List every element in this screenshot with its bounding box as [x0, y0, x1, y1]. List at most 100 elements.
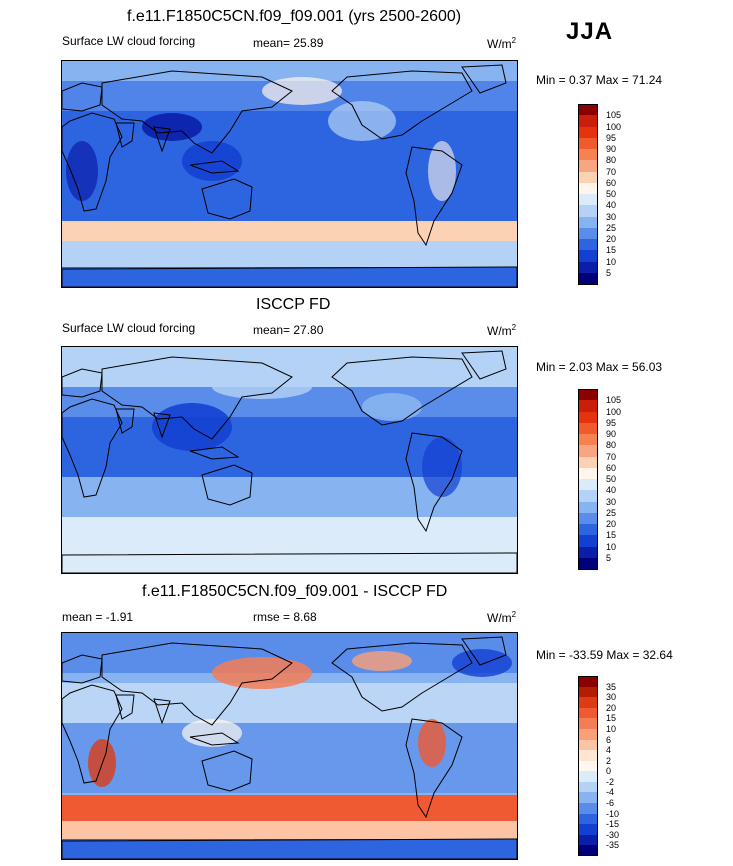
panel3-title: f.e11.F1850C5CN.f09_f09.001 - ISCCP FD: [142, 583, 448, 600]
colorbar-tick-label: 40: [606, 485, 617, 496]
colorbar-swatch: [578, 557, 598, 570]
colorbar-swatch: [578, 824, 598, 836]
colorbar-swatch: [578, 803, 598, 815]
colorbar-tick-label: 50: [606, 474, 617, 484]
colorbar-tick-label: 25: [606, 222, 617, 233]
colorbar-swatch: [578, 239, 598, 251]
colorbar-swatch: [578, 137, 598, 150]
colorbar-tick-label: 15: [606, 245, 617, 256]
colorbar-tick-label: -6: [606, 798, 615, 809]
colorbar-tick-label: 10: [606, 723, 617, 734]
panel2-units: W/m2: [487, 323, 517, 338]
panel2-mean-label: mean= 27.80: [253, 323, 324, 337]
colorbar-tick-label: 5: [606, 552, 612, 563]
colorbar-swatch: [578, 697, 598, 709]
panel3-colorbar: 35 30 20 15 10 6 4 2 0 -2 -4 -6 -10 -15 -30 -35: [578, 676, 648, 857]
colorbar-tick-label: 40: [606, 200, 617, 211]
colorbar-tick-label: 105: [606, 395, 622, 406]
colorbar-tick-label: -15: [606, 819, 620, 830]
colorbar-tick-label: 30: [606, 211, 617, 222]
panel2-map: [61, 346, 518, 574]
colorbar-tick-label: 70: [606, 451, 617, 462]
colorbar-swatch: [578, 422, 598, 435]
colorbar-swatch: [578, 512, 598, 525]
colorbar-swatch: [578, 216, 598, 229]
panel3-units: W/m2: [487, 610, 517, 625]
colorbar-swatch: [578, 479, 598, 491]
colorbar-tick-label: 80: [606, 440, 617, 451]
colorbar-tick-label: 35: [606, 681, 617, 692]
colorbar-swatch: [578, 400, 598, 412]
colorbar-tick-label: 70: [606, 166, 617, 177]
panel1-variable-label: Surface LW cloud forcing: [62, 34, 196, 48]
colorbar-swatch: [578, 845, 598, 857]
panel1-title: f.e11.F1850C5CN.f09_f09.001 (yrs 2500-26…: [127, 8, 462, 25]
colorbar-swatch: [578, 718, 598, 730]
colorbar-swatch: [578, 739, 598, 751]
colorbar-swatch: [578, 272, 598, 285]
colorbar-tick-label: 80: [606, 155, 617, 166]
panel3-rmse-label: rmse = 8.68: [253, 610, 317, 624]
colorbar-swatch: [578, 686, 598, 698]
colorbar-swatch: [578, 115, 598, 127]
colorbar-tick-label: 0: [606, 766, 612, 777]
colorbar-tick-label: 60: [606, 462, 617, 473]
colorbar-tick-label: 6: [606, 734, 612, 745]
colorbar-swatch: [578, 126, 598, 139]
colorbar-swatch: [578, 490, 598, 502]
panel2-minmax: Min = 2.03 Max = 56.03: [536, 360, 663, 374]
colorbar-swatch: [578, 760, 598, 772]
colorbar-tick-label: 25: [606, 507, 617, 518]
colorbar-tick-label: 10: [606, 541, 617, 552]
colorbar-tick-label: 100: [606, 406, 622, 417]
colorbar-swatch: [578, 104, 598, 116]
colorbar-tick-label: -4: [606, 787, 615, 798]
colorbar-tick-label: 50: [606, 189, 617, 199]
colorbar-swatch: [578, 250, 598, 262]
colorbar-tick-label: -10: [606, 808, 620, 819]
colorbar-tick-label: 10: [606, 256, 617, 267]
colorbar-swatch: [578, 445, 598, 457]
colorbar-swatch: [578, 792, 598, 804]
colorbar-tick-label: 95: [606, 417, 617, 428]
panel2-colorbar: 105 100 95 90 80 70 60 50 40 30 25 20 15 10 5: [578, 389, 648, 570]
panel3-map: [61, 632, 518, 860]
colorbar-tick-label: -35: [606, 840, 620, 851]
colorbar-swatch: [578, 467, 598, 480]
panel3-mean-label: mean = -1.91: [62, 610, 134, 624]
colorbar-swatch: [578, 728, 598, 741]
colorbar-swatch: [578, 546, 598, 559]
colorbar-tick-label: 95: [606, 132, 617, 143]
colorbar-tick-label: 4: [606, 745, 612, 756]
colorbar-swatch: [578, 781, 598, 793]
colorbar-swatch: [578, 771, 598, 783]
colorbar-tick-label: 105: [606, 110, 622, 121]
colorbar-swatch: [578, 676, 598, 688]
colorbar-swatch: [578, 389, 598, 401]
colorbar-swatch: [578, 194, 598, 206]
colorbar-swatch: [578, 149, 598, 161]
colorbar-tick-label: 100: [606, 121, 622, 132]
colorbar-tick-label: 2: [606, 755, 612, 766]
panel1-map: [61, 60, 518, 288]
colorbar-swatch: [578, 434, 598, 446]
colorbar-swatch: [578, 750, 598, 762]
colorbar-swatch: [578, 227, 598, 240]
colorbar-tick-label: 20: [606, 519, 617, 529]
panel1-minmax: Min = 0.37 Max = 71.24: [536, 73, 663, 87]
panel1-colorbar: 105 100 95 90 80 70 60 50 40 30 25 20 15 10 5: [578, 104, 648, 285]
colorbar-tick-label: 90: [606, 144, 617, 154]
panel1-mean-label: mean= 25.89: [253, 36, 324, 50]
colorbar-swatch: [578, 205, 598, 217]
colorbar-swatch: [578, 411, 598, 424]
colorbar-tick-label: 30: [606, 496, 617, 507]
colorbar-swatch: [578, 160, 598, 172]
colorbar-swatch: [578, 171, 598, 184]
colorbar-swatch: [578, 261, 598, 274]
colorbar-tick-label: 20: [606, 702, 617, 713]
colorbar-tick-label: -30: [606, 829, 620, 840]
colorbar-tick-label: 15: [606, 530, 617, 541]
colorbar-tick-label: 5: [606, 267, 612, 278]
colorbar-tick-label: 90: [606, 429, 617, 439]
colorbar-tick-label: 15: [606, 713, 617, 724]
